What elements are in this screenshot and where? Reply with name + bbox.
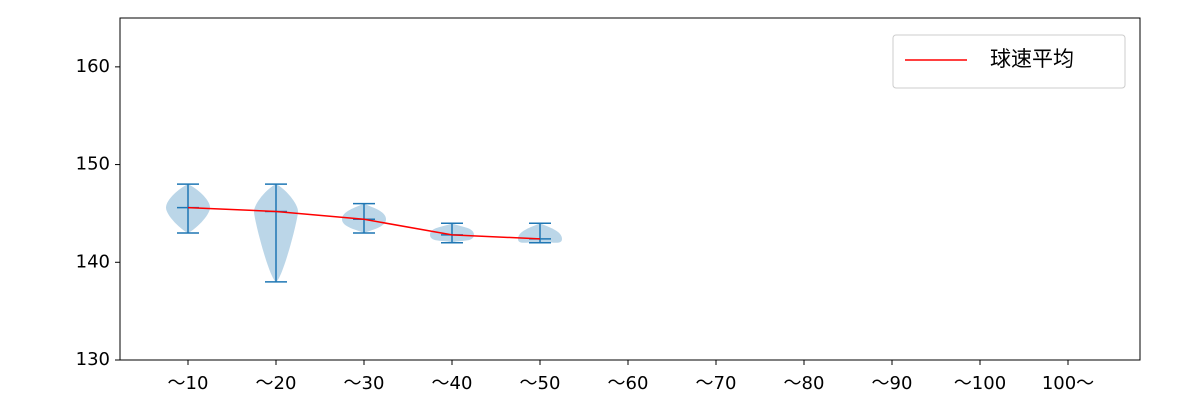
- x-tick-label: ～60: [608, 373, 649, 394]
- x-tick-label: ～50: [520, 373, 561, 394]
- y-tick-label: 150: [76, 154, 110, 175]
- plot-frame: [119, 17, 1141, 361]
- x-tick-label: ～80: [784, 373, 825, 394]
- y-tick-label: 130: [76, 349, 110, 370]
- x-tick-label: ～90: [872, 373, 913, 394]
- x-tick-label: ～40: [432, 373, 473, 394]
- x-tick-label: ～70: [696, 373, 737, 394]
- x-tick-label: ～10: [168, 373, 209, 394]
- mean-line: [187, 206, 541, 240]
- y-tick-label: 140: [76, 251, 110, 272]
- x-tick-label: ～30: [344, 373, 385, 394]
- legend-box: [892, 34, 1126, 89]
- x-tick-label: 100～: [1042, 373, 1094, 394]
- y-tick-label: 160: [76, 56, 110, 77]
- legend-label: 球速平均: [990, 47, 1074, 71]
- x-tick-label: ～100: [954, 373, 1006, 394]
- x-tick-label: ～20: [256, 373, 297, 394]
